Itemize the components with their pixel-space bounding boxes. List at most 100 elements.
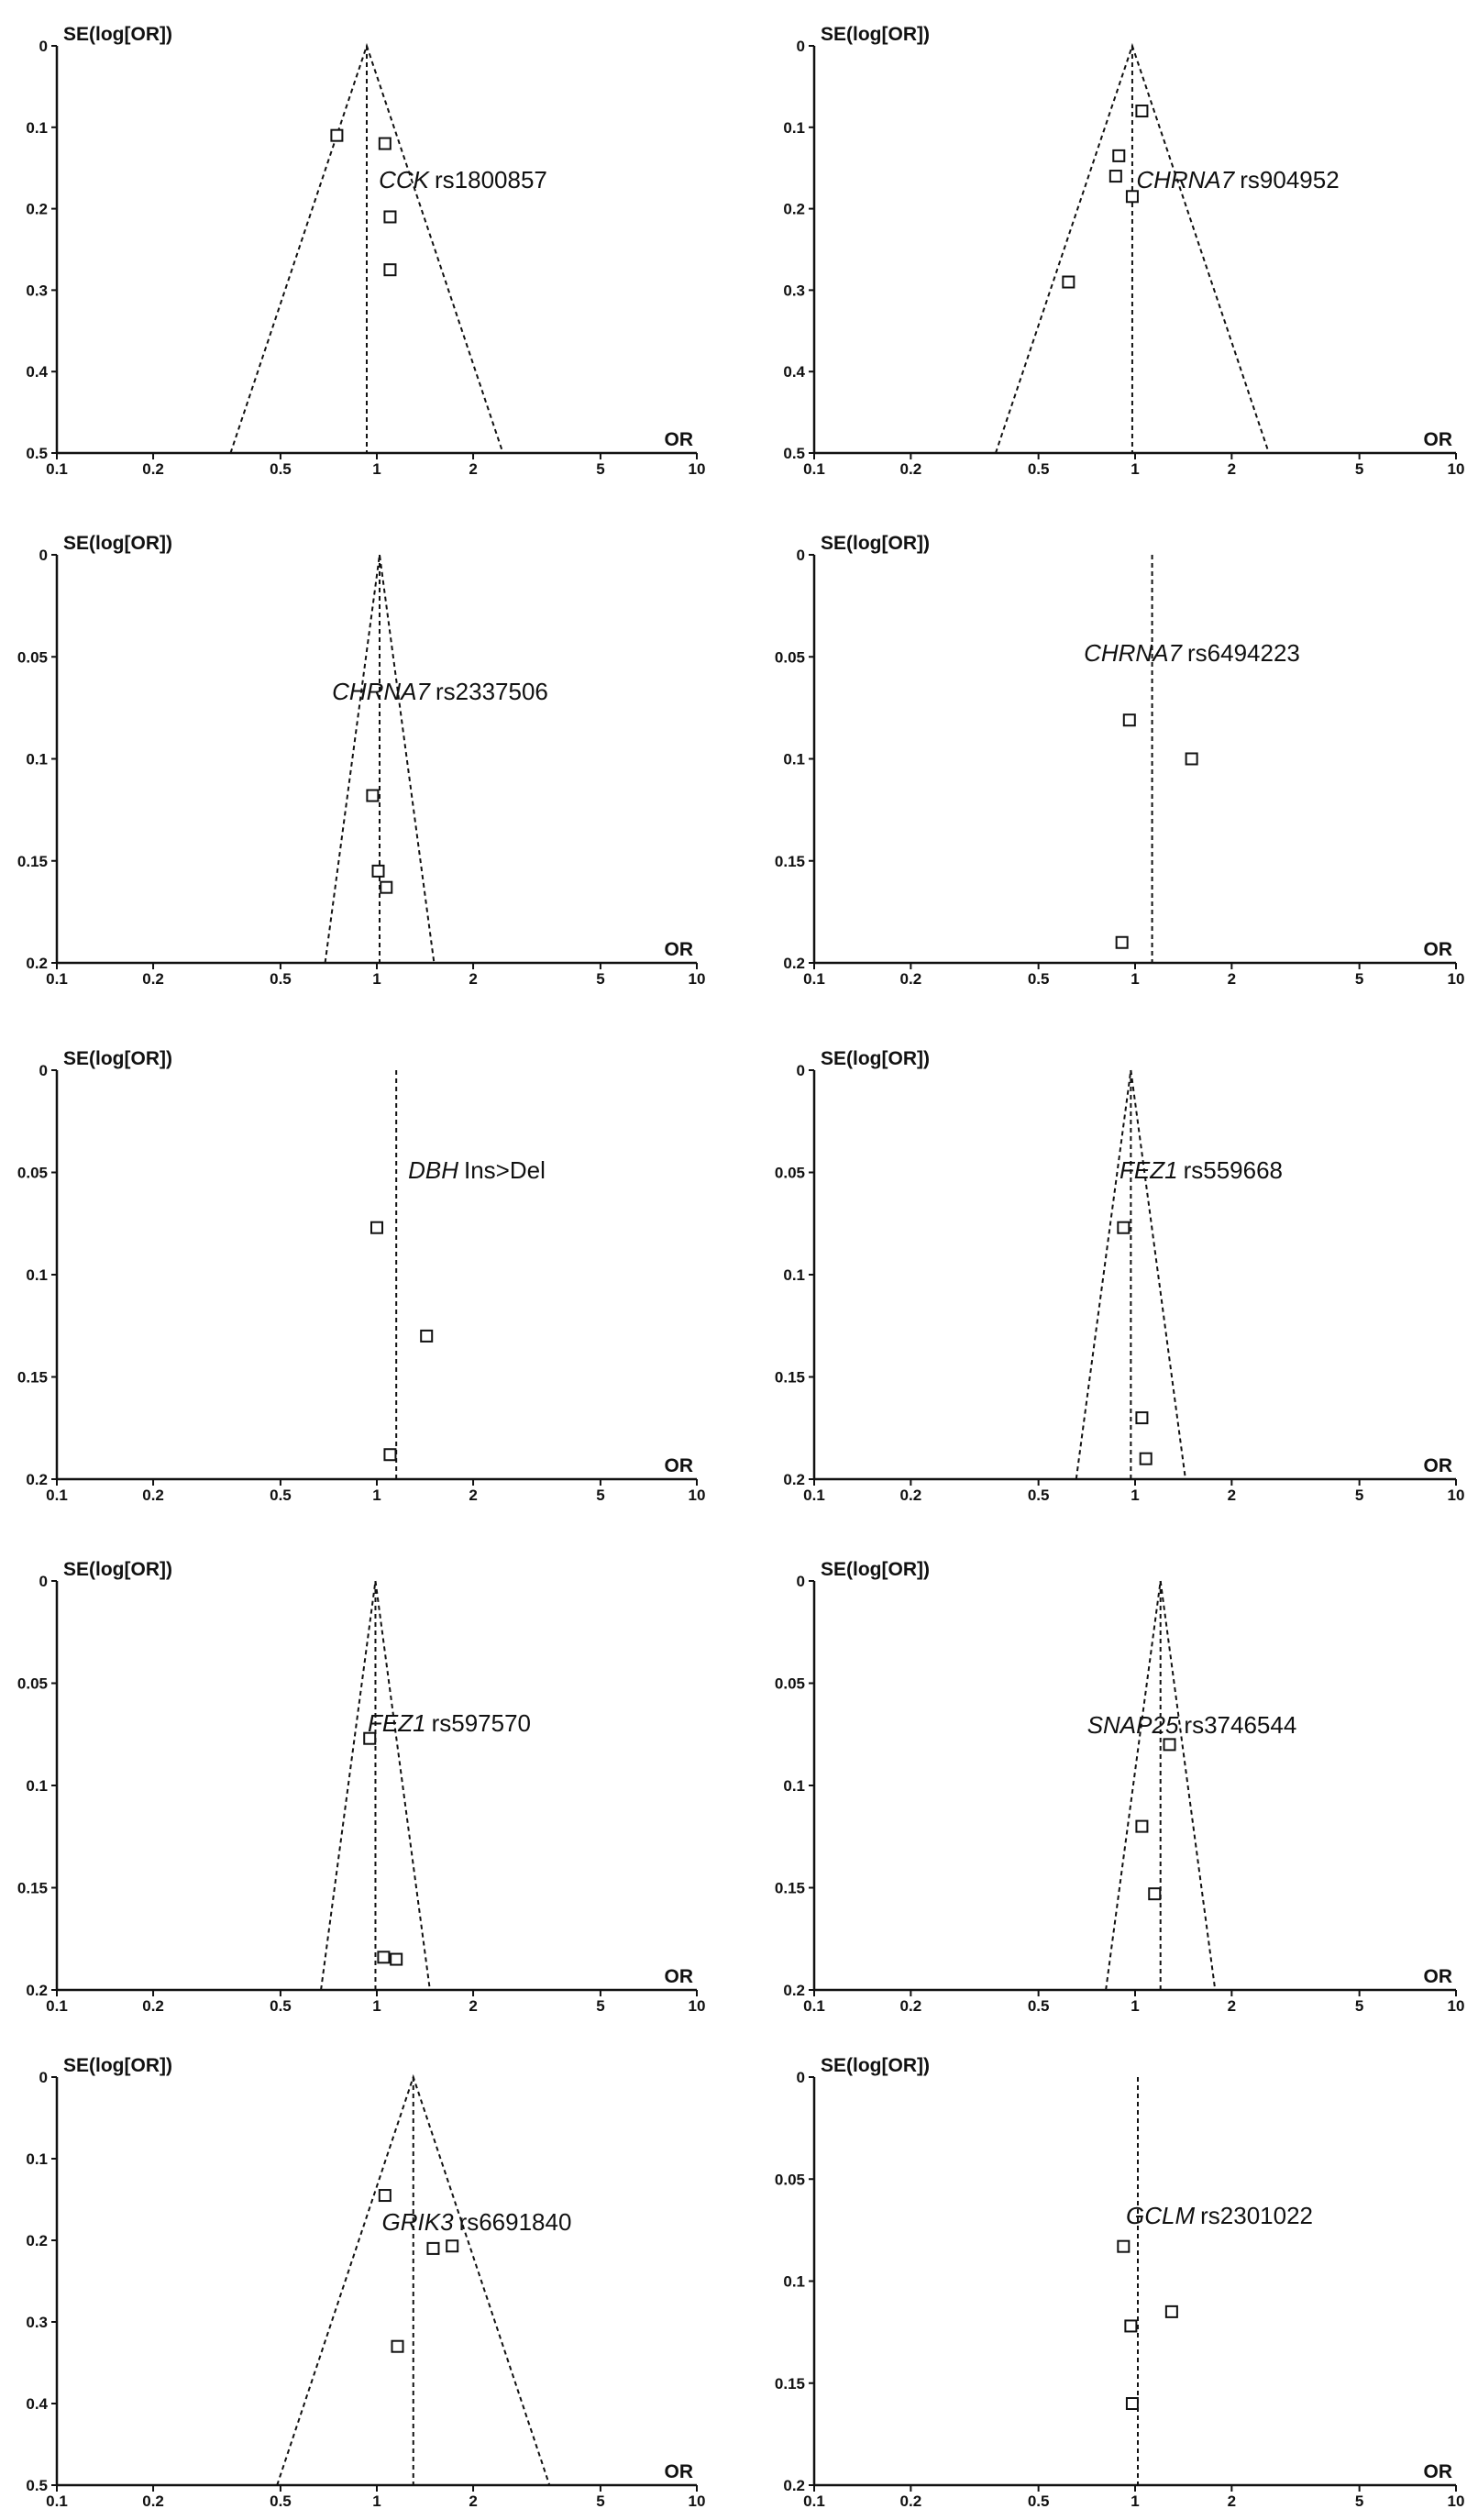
- x-tick-label: 10: [1448, 1997, 1465, 2015]
- y-tick-label: 0.05: [17, 1675, 48, 1693]
- x-axis-title: OR: [665, 429, 694, 450]
- study-point: [1062, 275, 1075, 289]
- x-tick-label: 0.1: [803, 1997, 825, 2015]
- snp-id: rs6691840: [459, 2208, 572, 2236]
- y-tick-label: 0: [797, 38, 805, 55]
- y-axis-title: SE(log[OR]): [821, 1559, 930, 1580]
- y-tick-label: 0.2: [783, 1982, 805, 1999]
- gene-name: CHRNA7: [1136, 166, 1235, 193]
- y-tick-label: 0.05: [775, 1675, 805, 1693]
- study-point: [1148, 1887, 1162, 1901]
- funnel-plot-panel: 0.1 0.2 0.5 1 2 5 10 0 0.1 0.2 0.3 0.4 0.5 SE(log[OR]…: [783, 24, 1464, 478]
- study-point: [370, 1221, 383, 1234]
- snp-id: rs3746544: [1184, 1711, 1296, 1739]
- x-tick-label: 0.1: [803, 1487, 825, 1504]
- study-point: [383, 210, 397, 224]
- y-tick-label: 0.05: [775, 2171, 805, 2188]
- x-tick-label: 0.2: [142, 970, 164, 988]
- x-tick-label: 2: [469, 2492, 477, 2510]
- x-tick-label: 1: [372, 970, 381, 988]
- y-tick-label: 0.2: [783, 2477, 805, 2494]
- x-tick-label: 0.1: [803, 970, 825, 988]
- y-tick-label: 0.3: [26, 282, 48, 299]
- study-point: [446, 2239, 459, 2253]
- y-tick-label: 0.1: [26, 119, 48, 137]
- x-tick-label: 2: [1228, 1487, 1236, 1504]
- y-tick-label: 0: [39, 547, 48, 564]
- study-point: [378, 137, 392, 150]
- y-axis-title: SE(log[OR]): [821, 24, 930, 45]
- y-tick-label: 0.1: [783, 2273, 805, 2291]
- study-point: [366, 789, 380, 802]
- x-tick-label: 2: [469, 460, 477, 478]
- x-axis-title: OR: [1424, 939, 1453, 960]
- y-tick-label: 0.2: [783, 955, 805, 972]
- x-tick-label: 2: [469, 970, 477, 988]
- study-point: [1117, 1221, 1131, 1234]
- gene-name: CCK: [379, 166, 431, 193]
- snp-id: rs597570: [432, 1709, 531, 1737]
- panel-label: DBH Ins>Del: [408, 1156, 546, 1184]
- snp-id: rs1800857: [435, 166, 547, 193]
- x-tick-label: 2: [1228, 970, 1236, 988]
- x-tick-label: 0.5: [270, 970, 292, 988]
- y-tick-label: 0.15: [17, 853, 48, 870]
- y-axis-title: SE(log[OR]): [63, 533, 172, 554]
- x-tick-label: 1: [1131, 1487, 1139, 1504]
- y-tick-label: 0.15: [775, 1369, 805, 1387]
- study-point: [1122, 713, 1136, 727]
- y-tick-label: 0: [39, 38, 48, 55]
- funnel-limit-lines: [324, 554, 436, 964]
- gene-name: CHRNA7: [1084, 639, 1183, 667]
- y-tick-label: 0: [39, 1573, 48, 1590]
- x-tick-label: 10: [689, 2492, 706, 2510]
- x-tick-label: 0.1: [46, 1487, 68, 1504]
- study-point: [380, 880, 393, 894]
- panel-label: GCLM rs2301022: [1126, 2202, 1313, 2229]
- x-tick-label: 5: [1355, 2492, 1363, 2510]
- x-tick-label: 0.2: [142, 460, 164, 478]
- x-tick-label: 0.2: [900, 460, 922, 478]
- x-tick-label: 0.2: [900, 970, 922, 988]
- panel-label: FEZ1 rs559668: [1120, 1156, 1283, 1184]
- x-tick-label: 0.2: [900, 1997, 922, 2015]
- x-tick-label: 10: [1448, 970, 1465, 988]
- y-tick-label: 0.15: [17, 1880, 48, 1897]
- funnel-plot-panel: 0.1 0.2 0.5 1 2 5 1000.050.10.150.2SE(log[OR])…: [775, 1048, 1465, 1504]
- study-point: [330, 128, 344, 142]
- y-axis-title: SE(log[OR]): [63, 2055, 172, 2076]
- study-point: [383, 1448, 397, 1462]
- panel-label: CCK rs1800857: [379, 166, 547, 193]
- gene-name: SNAP25: [1087, 1711, 1179, 1739]
- y-tick-label: 0.15: [775, 853, 805, 870]
- x-tick-label: 5: [1355, 460, 1363, 478]
- y-tick-label: 0: [797, 547, 805, 564]
- funnel-limit-lines: [1075, 1069, 1186, 1480]
- snp-id: rs904952: [1240, 166, 1339, 193]
- y-tick-label: 0.3: [26, 2314, 48, 2331]
- x-tick-label: 2: [469, 1487, 477, 1504]
- y-axis-title: SE(log[OR]): [821, 2055, 930, 2076]
- panel-label: CHRNA7 rs2337506: [332, 678, 548, 705]
- x-tick-label: 1: [372, 1997, 381, 2015]
- y-axis-title: SE(log[OR]): [63, 1048, 172, 1069]
- study-point: [1135, 1819, 1149, 1833]
- x-axis-title: OR: [665, 2461, 694, 2482]
- panel-label: CHRNA7 rs904952: [1136, 166, 1339, 193]
- study-point: [377, 1951, 391, 1964]
- x-tick-label: 0.5: [270, 2492, 292, 2510]
- y-tick-label: 0.1: [783, 751, 805, 768]
- study-point: [1117, 2239, 1131, 2253]
- funnel-plot-panel: 0.1 0.2 0.5 1 2 5 10 0 0.1 0.2 0.3 0.4 0.5 SE(log[OR]…: [26, 24, 705, 478]
- x-axis-title: OR: [1424, 1966, 1453, 1987]
- study-point: [1139, 1452, 1153, 1465]
- x-tick-label: 10: [689, 1997, 706, 2015]
- x-tick-label: 2: [1228, 460, 1236, 478]
- x-tick-label: 0.5: [1028, 460, 1050, 478]
- study-point: [363, 1731, 377, 1745]
- panel-label: FEZ1 rs597570: [368, 1709, 531, 1737]
- x-axis-title: OR: [1424, 2461, 1453, 2482]
- study-point: [1112, 149, 1126, 162]
- y-tick-label: 0: [797, 1062, 805, 1079]
- y-tick-label: 0.1: [783, 1266, 805, 1284]
